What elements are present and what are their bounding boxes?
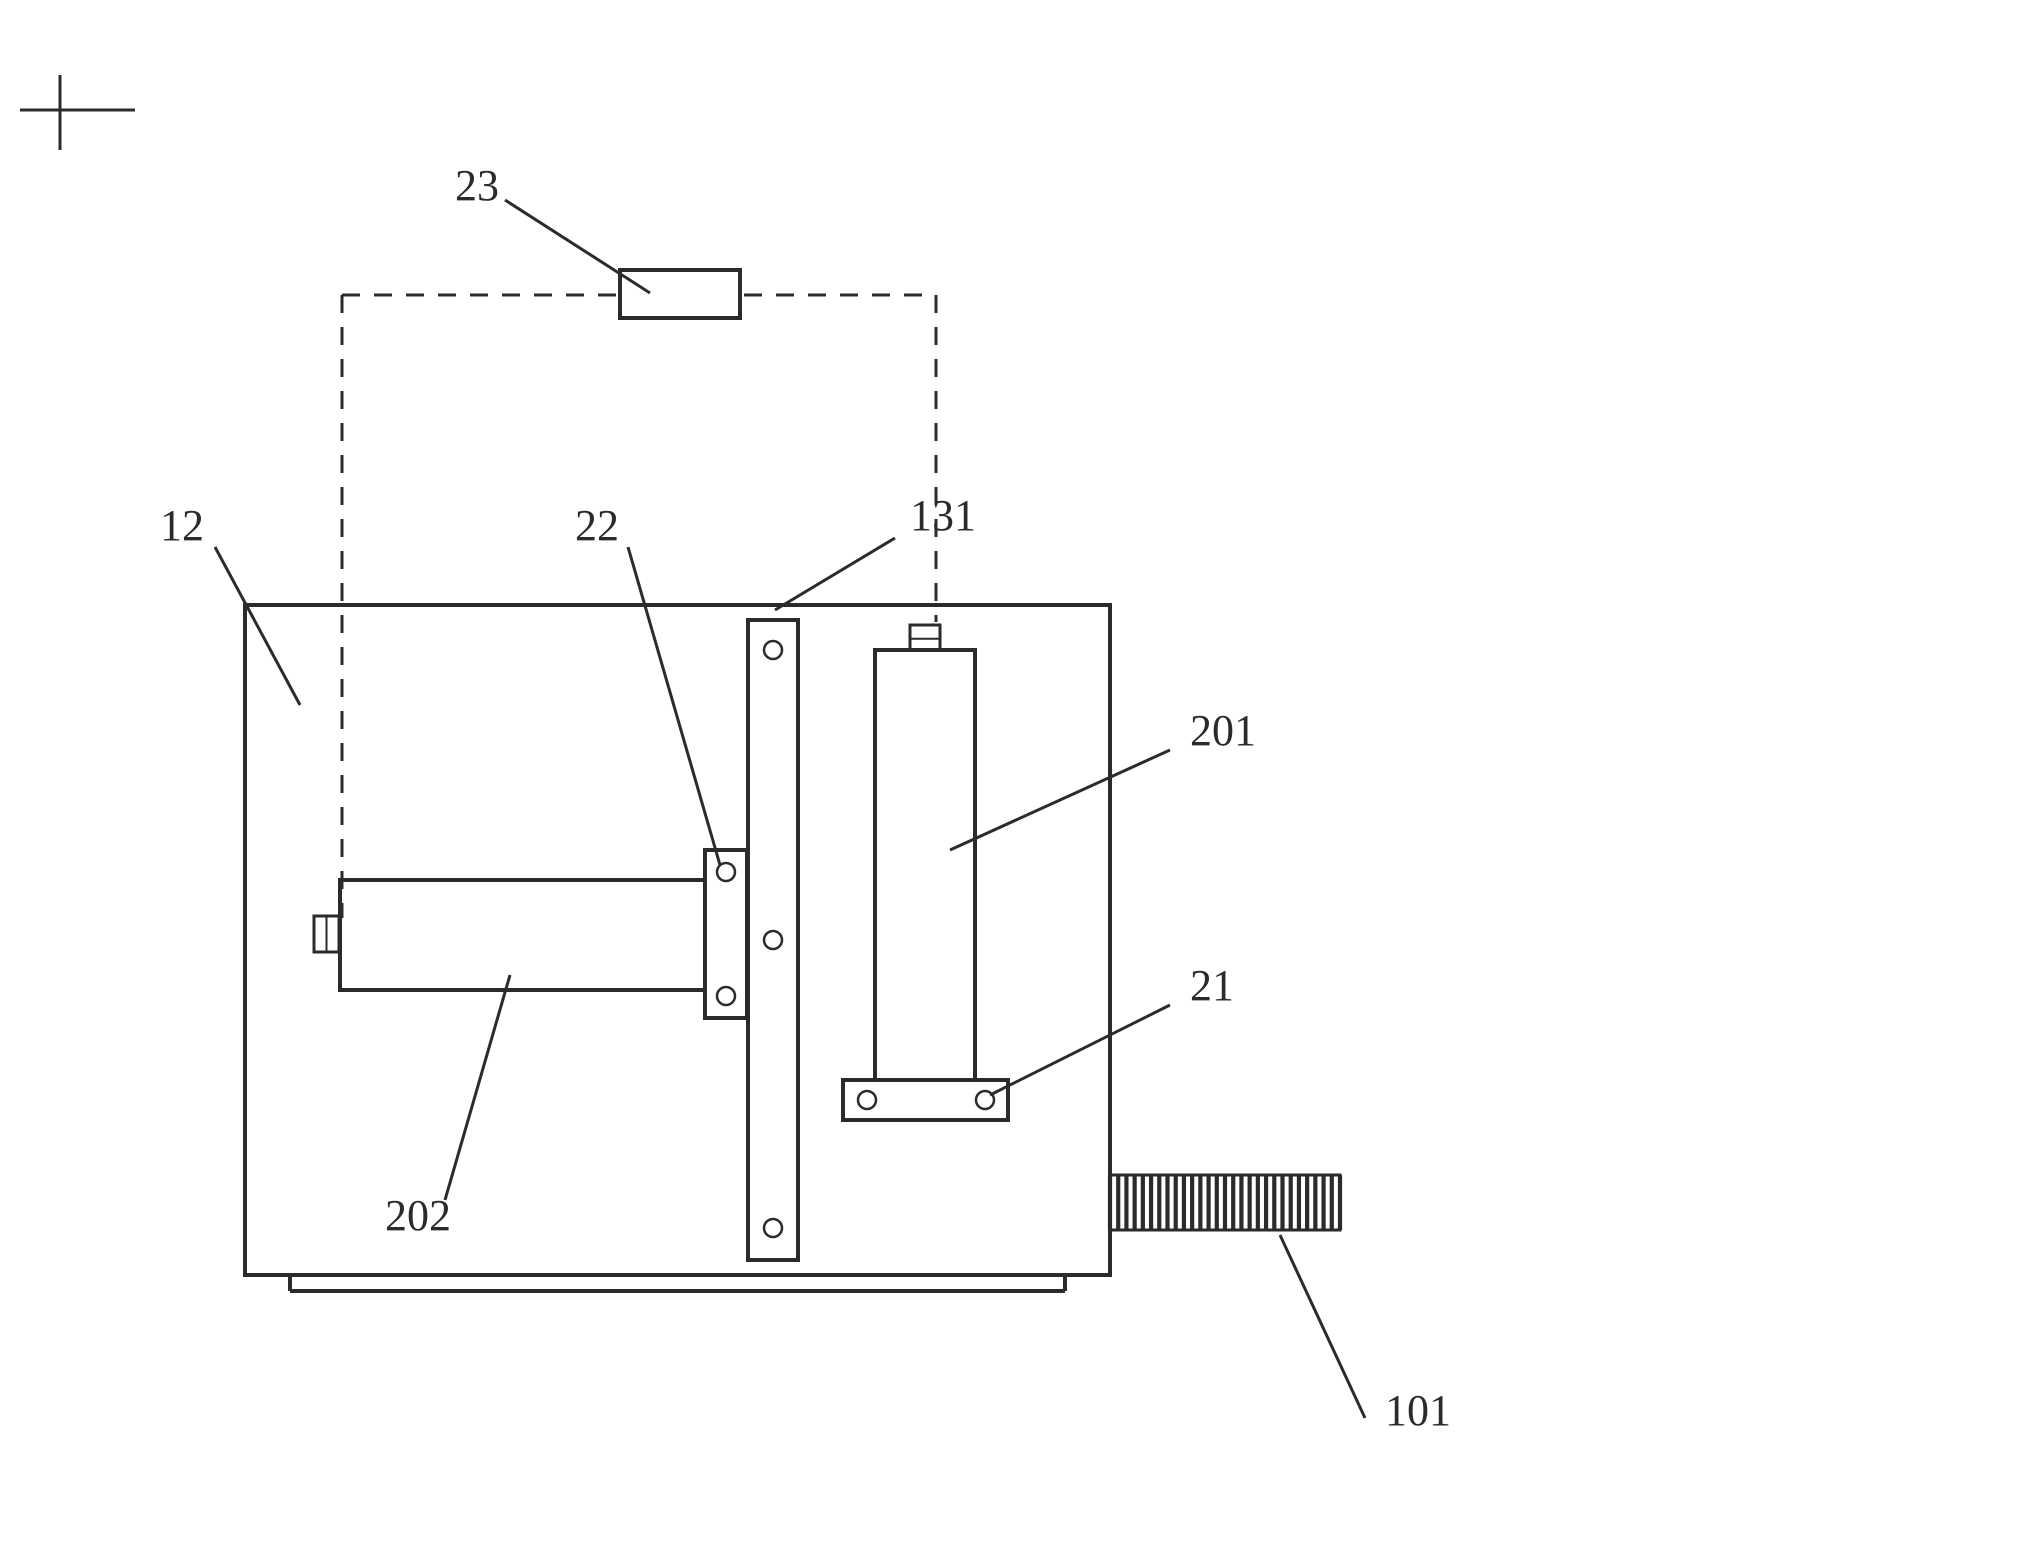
label-22: 22 — [575, 501, 619, 550]
outer-box — [245, 605, 1110, 1275]
plate-21 — [843, 1080, 1008, 1120]
label-12: 12 — [160, 501, 204, 550]
label-202: 202 — [385, 1191, 451, 1240]
label-101: 101 — [1385, 1386, 1451, 1435]
label-131: 131 — [910, 491, 976, 540]
block-201 — [875, 650, 975, 1080]
label-201: 201 — [1190, 706, 1256, 755]
box-23 — [620, 270, 740, 318]
vertical-bar-131 — [748, 620, 798, 1260]
label-23: 23 — [455, 161, 499, 210]
comb-101 — [1110, 1175, 1340, 1230]
label-21: 21 — [1190, 961, 1234, 1010]
block-202 — [340, 880, 705, 990]
plate-22 — [705, 850, 747, 1018]
